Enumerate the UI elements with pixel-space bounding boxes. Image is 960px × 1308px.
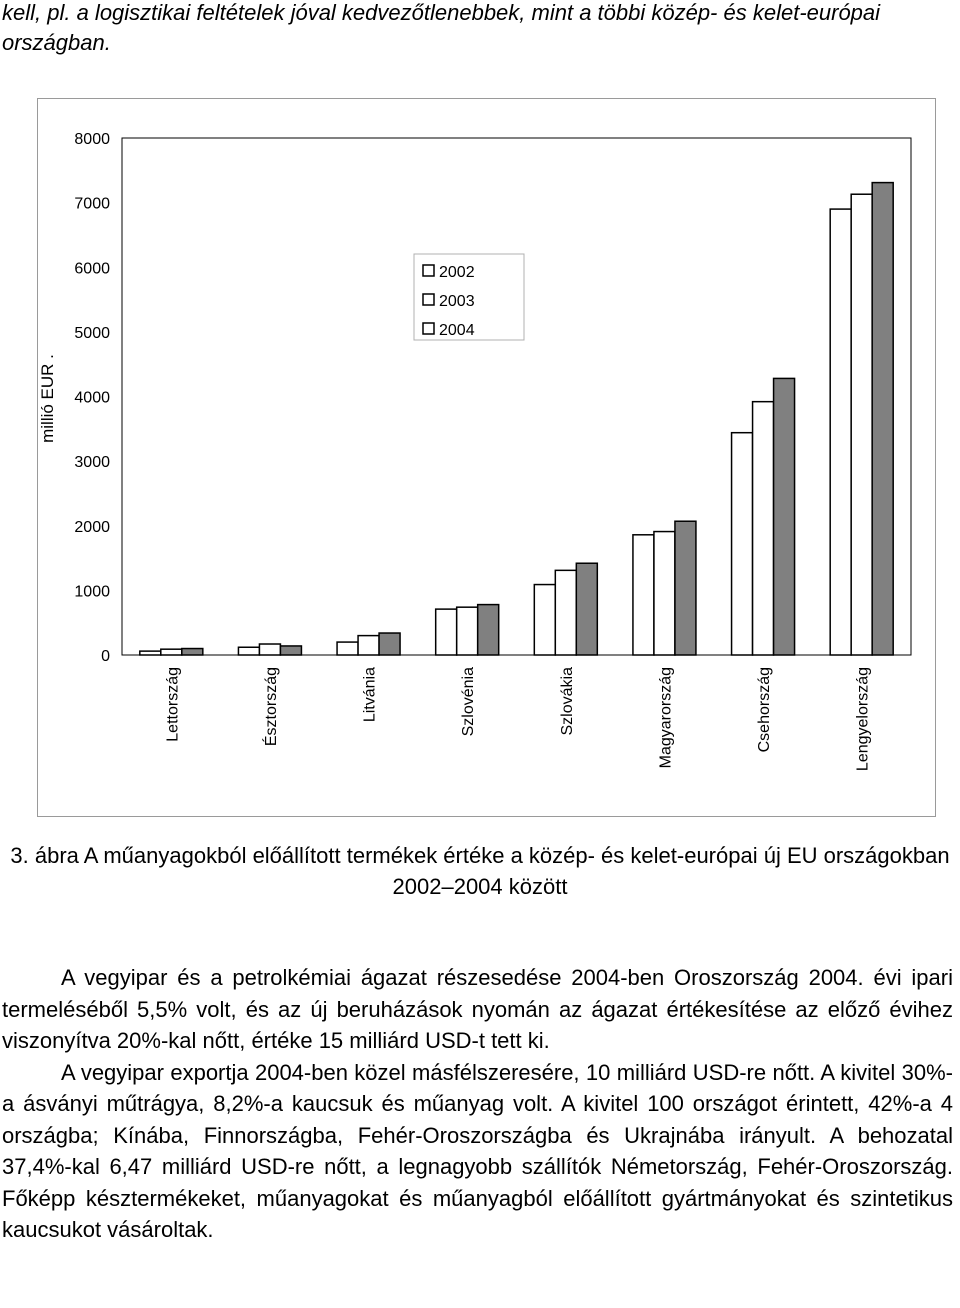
y-tick-label: 7000 [74,196,110,213]
bar-2003 [850,193,873,656]
bar-2002 [139,650,162,656]
legend-label: 2003 [439,293,475,310]
category-label: Lettország [164,667,181,742]
bar-2002 [434,608,458,656]
figure-caption: 3. ábra A műanyagokból előállított termé… [10,843,950,899]
y-tick-label: 2000 [74,519,110,536]
bar-2004 [378,632,401,656]
category-label: Szlovénia [460,667,477,736]
bar-2004 [476,603,500,656]
bar-2003 [554,569,578,656]
y-tick-label: 0 [101,648,110,665]
bar-2003 [455,606,479,656]
y-tick-label: 3000 [74,454,110,471]
bar-2004 [575,562,599,656]
category-label: Lengyelország [855,667,872,771]
category-label: Észtország [261,667,280,746]
legend-swatch-2004 [422,322,435,335]
legend-swatch-2002 [422,264,435,277]
y-tick-label: 1000 [74,583,110,600]
bar-2003 [258,643,282,656]
bar-2004 [772,377,796,656]
bar-2002 [336,641,359,656]
bar-2004 [279,645,303,656]
bar-2003 [751,400,775,656]
category-label: Magyarország [657,667,674,768]
bar-chart: 0 1000 2000 3000 4000 5000 6000 7000 8000 millió … [38,131,912,771]
y-axis-label: millió EUR . [38,354,57,443]
bar-2004 [871,181,894,656]
bar-2002 [237,646,261,656]
body-text: A vegyipar és a petrolkémiai ágazat rész… [2,962,953,1246]
plot-area [121,137,912,656]
bar-2002 [730,431,754,656]
y-tick-label: 4000 [74,390,110,407]
y-tick-label: 5000 [74,325,110,342]
bar-2004 [181,647,204,656]
category-label: Szlovákia [559,667,576,736]
legend-label: 2004 [439,322,475,339]
paragraph-1: A vegyipar és a petrolkémiai ágazat rész… [2,965,953,1053]
intro-paragraph: kell, pl. a logisztikai feltételek jóval… [2,0,881,55]
bar-2002 [829,208,852,656]
y-tick-label: 6000 [74,260,110,277]
chart-frame: 0 1000 2000 3000 4000 5000 6000 7000 8000 millió … [37,98,936,817]
legend-label: 2002 [439,264,475,281]
bar-2002 [533,583,557,656]
category-label: Litvánia [362,667,379,722]
category-label: Csehország [756,667,773,752]
paragraph-2: A vegyipar exportja 2004-ben közel másfé… [2,1059,953,1243]
bar-2004 [674,520,697,656]
legend-swatch-2003 [422,293,435,306]
y-tick-label: 8000 [74,131,110,148]
bar-2003 [160,648,183,656]
bar-2002 [632,534,655,656]
bar-2003 [357,634,380,656]
bar-2003 [653,530,676,656]
